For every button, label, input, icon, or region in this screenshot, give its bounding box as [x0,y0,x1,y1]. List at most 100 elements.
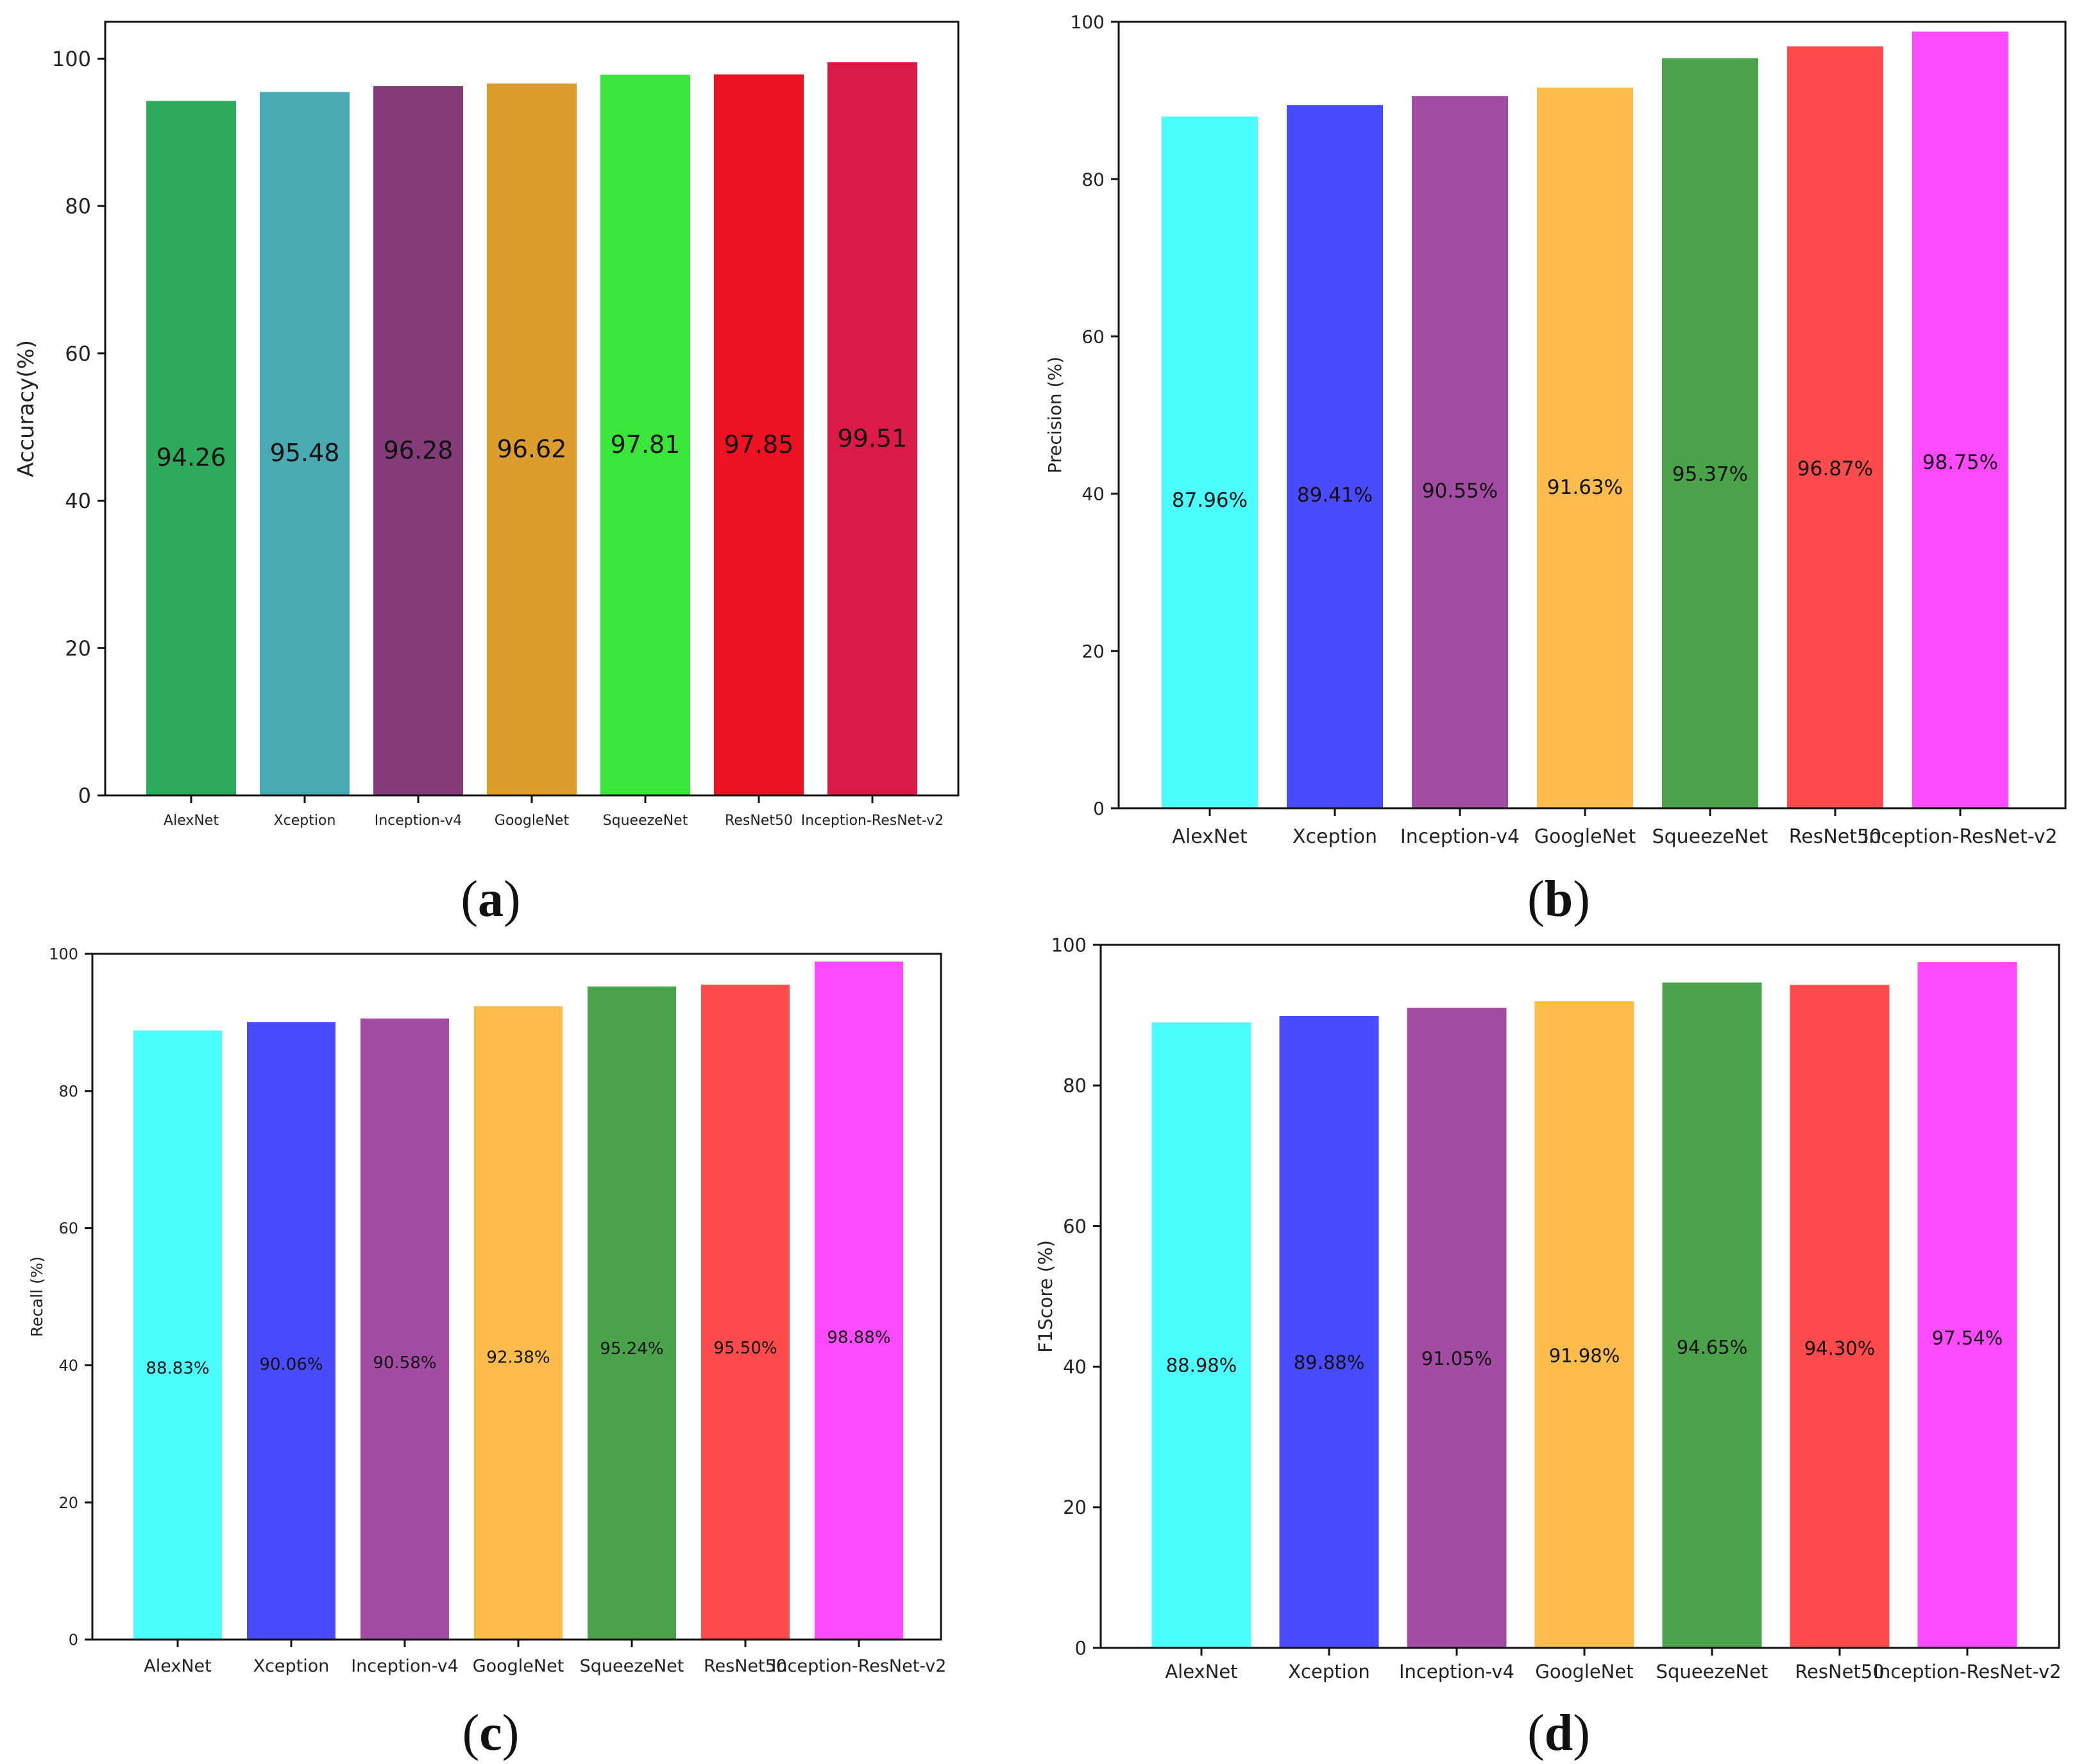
axes-frame-d [1099,944,2060,1649]
y-tick-label-c-2: 40 [58,1357,78,1375]
x-tick-label-c-3: GoogleNet [473,1656,564,1676]
value-label-c-1: 90.06% [259,1355,323,1375]
caption-letter-d: d [1545,1705,1573,1761]
bar-d-2 [1407,1008,1507,1648]
x-tick-label-c-0: AlexNet [144,1656,211,1676]
x-tick-label-b-5: ResNet50 [1789,826,1881,848]
x-tick-label-a-0: AlexNet [164,813,219,829]
x-tick-label-d-3: GoogleNet [1535,1661,1633,1683]
x-tick-label-d-4: SqueezeNet [1656,1661,1768,1683]
y-tick-label-d-5: 100 [1051,934,1087,956]
value-label-c-5: 95.50% [713,1339,777,1358]
value-label-c-6: 98.88% [827,1328,890,1348]
y-axis-title-a: Accuracy(%) [13,340,39,477]
x-tick-label-b-3: GoogleNet [1534,826,1636,848]
y-tick-label-d-1: 20 [1063,1497,1087,1518]
x-tick-label-d-5: ResNet50 [1795,1661,1885,1683]
y-tick-label-c-3: 60 [58,1219,78,1237]
caption-a: (a) [461,871,520,928]
chart-d: 88.98% 89.88% 91.05% 91.98% 94.65% 94.30% 97.5… [1035,934,2062,1683]
bar-b-2 [1412,96,1508,809]
value-label-a-6: 99.51 [838,425,908,453]
bar-c-6 [815,961,903,1640]
value-label-c-3: 92.38% [486,1348,550,1368]
y-tick-label-b-5: 100 [1071,12,1105,33]
bar-c-0 [133,1030,222,1640]
y-axis-title-c: Recall (%) [28,1257,46,1337]
caption-letter-a: a [478,871,504,928]
bar-c-2 [360,1018,449,1640]
y-axis-title-b: Precision (%) [1044,357,1065,473]
bar-d-5 [1790,985,1890,1648]
value-label-d-2: 91.05% [1421,1348,1493,1370]
x-tick-label-d-6: Inception-ResNet-v2 [1873,1661,2061,1683]
caption-d: (d) [1527,1705,1590,1761]
value-label-d-6: 97.54% [1932,1327,2003,1349]
y-tick-label-a-2: 40 [65,489,91,513]
y-tick-label-c-4: 80 [58,1082,78,1100]
axes-frame-b [1117,21,2067,810]
bar-b-1 [1287,105,1383,809]
bar-c-4 [588,986,676,1640]
x-tick-label-d-0: AlexNet [1165,1661,1237,1683]
value-label-b-3: 91.63% [1547,476,1623,499]
y-tick-label-b-3: 60 [1081,326,1105,347]
y-tick-label-d-2: 40 [1063,1356,1087,1378]
value-label-b-0: 87.96% [1172,489,1248,512]
caption-letter-b: b [1545,871,1573,928]
caption-b: (b) [1527,871,1590,928]
chart-c: 88.83% 90.06% 90.58% 92.38% 95.24% 95.50% 98.8… [28,946,946,1676]
value-label-d-1: 89.88% [1294,1352,1365,1373]
value-label-a-1: 95.48 [270,439,340,467]
value-label-c-4: 95.24% [600,1339,663,1359]
value-label-a-3: 96.62 [497,435,567,463]
bar-a-0 [146,101,236,795]
bar-c-5 [701,985,790,1640]
bar-a-6 [827,62,917,796]
y-tick-label-c-0: 0 [69,1631,78,1649]
x-tick-label-d-2: Inception-v4 [1399,1661,1514,1683]
caption-c: (c) [462,1705,520,1761]
x-tick-label-b-2: Inception-v4 [1400,826,1520,848]
y-tick-label-a-3: 60 [65,341,91,366]
x-tick-label-b-4: SqueezeNet [1652,826,1768,848]
bar-b-5 [1787,46,1883,809]
value-label-b-6: 98.75% [1922,451,1998,474]
value-label-d-3: 91.98% [1549,1344,1620,1366]
value-label-d-0: 88.98% [1166,1354,1237,1376]
value-label-b-4: 95.37% [1672,462,1748,486]
x-tick-label-c-1: Xception [253,1656,330,1676]
y-tick-label-d-3: 60 [1063,1216,1087,1237]
bar-a-2 [373,86,463,796]
y-tick-label-b-1: 20 [1081,641,1105,662]
bar-a-3 [487,83,577,796]
y-tick-label-a-5: 100 [52,47,91,71]
bar-a-1 [260,92,350,795]
x-tick-label-c-4: SqueezeNet [580,1656,684,1676]
axes-frame-c [91,953,942,1641]
x-tick-label-b-1: Xception [1293,826,1377,848]
x-tick-label-a-4: SqueezeNet [603,813,688,829]
value-label-a-0: 94.26 [157,443,226,471]
bar-b-6 [1912,31,2008,809]
bar-b-3 [1537,87,1633,808]
x-tick-label-c-6: Inception-ResNet-v2 [772,1656,947,1676]
value-label-c-0: 88.83% [146,1359,209,1378]
value-label-a-4: 97.81 [611,430,681,459]
y-tick-label-b-4: 80 [1081,169,1105,190]
chart-b: 87.96% 89.41% 90.55% 91.63% 95.37% 96.87% 98.7… [1044,12,2067,848]
y-tick-label-a-1: 20 [65,636,91,661]
value-label-a-2: 96.28 [384,436,454,464]
y-tick-label-c-5: 100 [49,946,78,963]
value-label-d-5: 94.30% [1804,1337,1876,1359]
y-tick-label-b-2: 40 [1081,484,1105,505]
bar-b-4 [1662,58,1758,809]
value-label-a-5: 97.85 [724,430,794,459]
value-label-d-4: 94.65% [1677,1336,1748,1358]
bar-d-0 [1151,1022,1251,1648]
y-tick-label-a-0: 0 [78,784,91,808]
value-label-b-2: 90.55% [1422,480,1498,503]
value-label-c-2: 90.58% [373,1353,436,1373]
value-label-b-5: 96.87% [1797,457,1873,480]
